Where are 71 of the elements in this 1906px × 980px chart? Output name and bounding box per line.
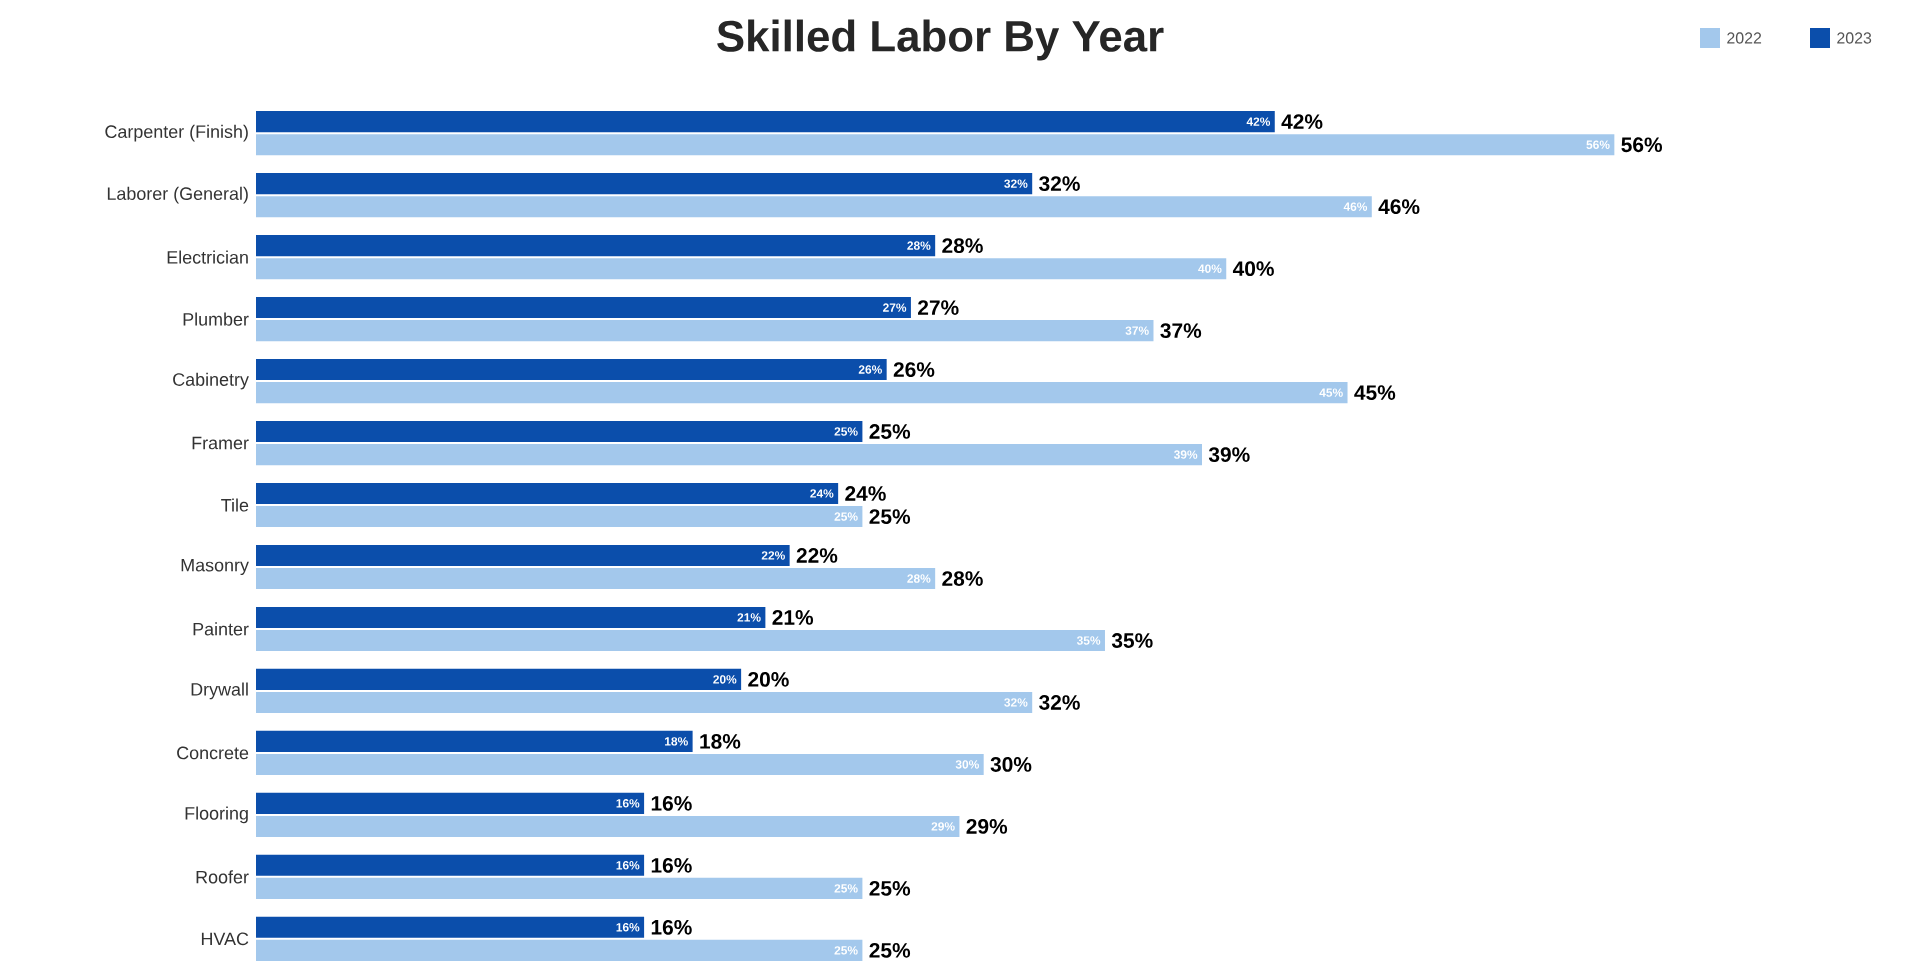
text: 20%: [748, 672, 789, 687]
text: 25%: [869, 881, 911, 896]
text: 16%: [651, 857, 692, 873]
text: 26%: [893, 362, 935, 377]
bar: [256, 629, 1105, 652]
text: 21%: [772, 610, 814, 625]
text: 35%: [1111, 633, 1153, 648]
text: 45%: [1354, 385, 1396, 401]
bar: [256, 606, 766, 628]
bar: [256, 544, 790, 566]
bar: [256, 196, 1372, 218]
text: 25%: [869, 942, 911, 958]
y-tick-label: Roofer: [196, 870, 249, 884]
bar: [256, 235, 936, 257]
y-tick-label: Flooring: [185, 806, 248, 824]
text: 24%: [845, 486, 886, 501]
bar: [256, 730, 693, 752]
bar: [256, 939, 863, 961]
y-tick-label: Laborer (General): [107, 186, 248, 204]
text: 56%: [1621, 137, 1663, 153]
y-tick-label: Electrician: [167, 250, 248, 264]
bar: [256, 482, 839, 505]
bar: [256, 134, 1615, 156]
bar: [256, 111, 1275, 133]
text: 46%: [1378, 199, 1420, 215]
text: 42%: [1281, 114, 1323, 130]
bar: [256, 753, 984, 775]
bar: [256, 444, 1202, 466]
text: 18%: [700, 733, 741, 749]
bar: [256, 297, 911, 319]
y-tick-label: HVAC: [201, 932, 249, 946]
bar: [256, 420, 863, 443]
bar: [256, 691, 1033, 714]
text: 16%: [651, 795, 692, 811]
text: 39%: [1208, 447, 1250, 463]
bar: [256, 815, 960, 837]
text: 32%: [1039, 695, 1080, 710]
text: 22%: [796, 548, 838, 563]
y-tick-label: Framer: [192, 436, 249, 450]
text: 32%: [1039, 176, 1080, 192]
chart-title: Skilled Labor By Year: [717, 19, 1164, 61]
y-tick-label: Carpenter (Finish): [105, 124, 248, 142]
bar: [256, 258, 1227, 280]
text: 40%: [1232, 261, 1274, 277]
text: 25%: [869, 424, 911, 439]
text: 28%: [942, 571, 983, 586]
bar: [256, 877, 863, 899]
y-tick-label: Masonry: [181, 558, 249, 576]
bar: [256, 854, 645, 876]
text: 16%: [651, 919, 692, 935]
text: 25%: [869, 509, 911, 524]
bar: [256, 320, 1154, 342]
bar: [256, 358, 887, 381]
bar: [256, 792, 645, 814]
y-tick-label: Painter: [193, 622, 249, 636]
bar: [256, 506, 863, 528]
bar: [256, 567, 936, 590]
y-tick-label: Concrete: [177, 746, 249, 760]
bar: [256, 668, 742, 690]
bar: [256, 173, 1033, 195]
y-tick-label: Tile: [221, 498, 249, 512]
bar: [256, 382, 1348, 404]
text: 29%: [966, 819, 1008, 834]
text: 37%: [1160, 323, 1202, 339]
y-tick-label: Plumber: [183, 312, 249, 326]
text: 27%: [918, 300, 959, 315]
y-tick-label: Cabinetry: [173, 372, 249, 390]
bar: [256, 916, 645, 938]
text: 28%: [942, 238, 983, 254]
y-tick-label: Drywall: [191, 682, 248, 700]
text: 30%: [990, 757, 1032, 772]
